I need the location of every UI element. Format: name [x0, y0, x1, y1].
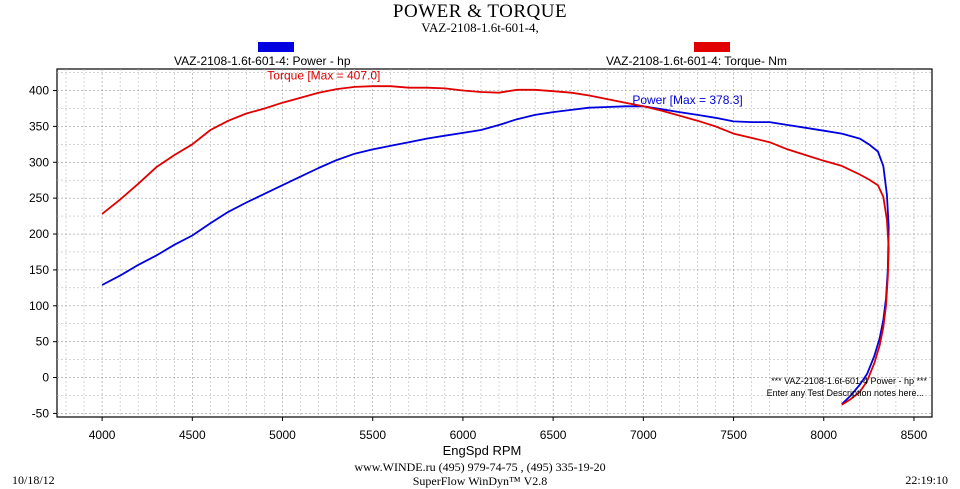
test-note-line2: Enter any Test Description notes here... [767, 388, 924, 398]
x-tick-label: 4500 [179, 428, 206, 442]
x-tick-label: 8500 [901, 428, 928, 442]
torque-max-annotation: Torque [Max = 407.0] [267, 69, 380, 83]
power-series-line [101, 105, 890, 405]
x-tick-label: 6000 [450, 428, 477, 442]
chart-subtitle: VAZ-2108-1.6t-601-4, [421, 20, 539, 35]
x-axis-title: EngSpd RPM [443, 443, 522, 458]
legend-label-torque: VAZ-2108-1.6t-601-4: Torque- Nm [606, 54, 787, 68]
power-max-annotation: Power [Max = 378.3] [632, 93, 742, 107]
legend-swatch-torque [694, 42, 730, 52]
y-tick-label: 100 [29, 299, 49, 313]
y-tick-label: 300 [29, 155, 49, 169]
x-tick-label: 6500 [540, 428, 567, 442]
footer-date: 10/18/12 [12, 473, 55, 487]
x-tick-label: 4000 [89, 428, 116, 442]
legend-label-power: VAZ-2108-1.6t-601-4: Power - hp [174, 54, 351, 68]
x-tick-label: 5500 [359, 428, 386, 442]
y-tick-label: 0 [42, 371, 49, 385]
y-tick-label: 200 [29, 227, 49, 241]
plot-area [56, 68, 933, 418]
chart-title: POWER & TORQUE [392, 1, 568, 22]
footer-contact: www.WINDE.ru (495) 979-74-75 , (495) 335… [354, 460, 606, 474]
y-tick-label: 50 [36, 335, 50, 349]
x-tick-label: 5000 [269, 428, 296, 442]
footer-software: SuperFlow WinDyn™ V2.8 [412, 474, 548, 488]
torque-series-line [101, 85, 890, 406]
y-tick-label: 350 [29, 119, 49, 133]
y-tick-label: 400 [29, 84, 49, 98]
y-tick-label: -50 [32, 406, 50, 420]
x-tick-label: 8000 [810, 428, 837, 442]
legend-swatch-power [258, 42, 294, 52]
y-tick-label: 250 [29, 191, 49, 205]
test-note-line1: *** VAZ-2108-1.6t-601-4 Power - hp *** [771, 376, 927, 386]
footer-time: 22:19:10 [905, 473, 948, 487]
y-tick-label: 150 [29, 263, 49, 277]
x-tick-label: 7000 [630, 428, 657, 442]
x-tick-label: 7500 [720, 428, 747, 442]
